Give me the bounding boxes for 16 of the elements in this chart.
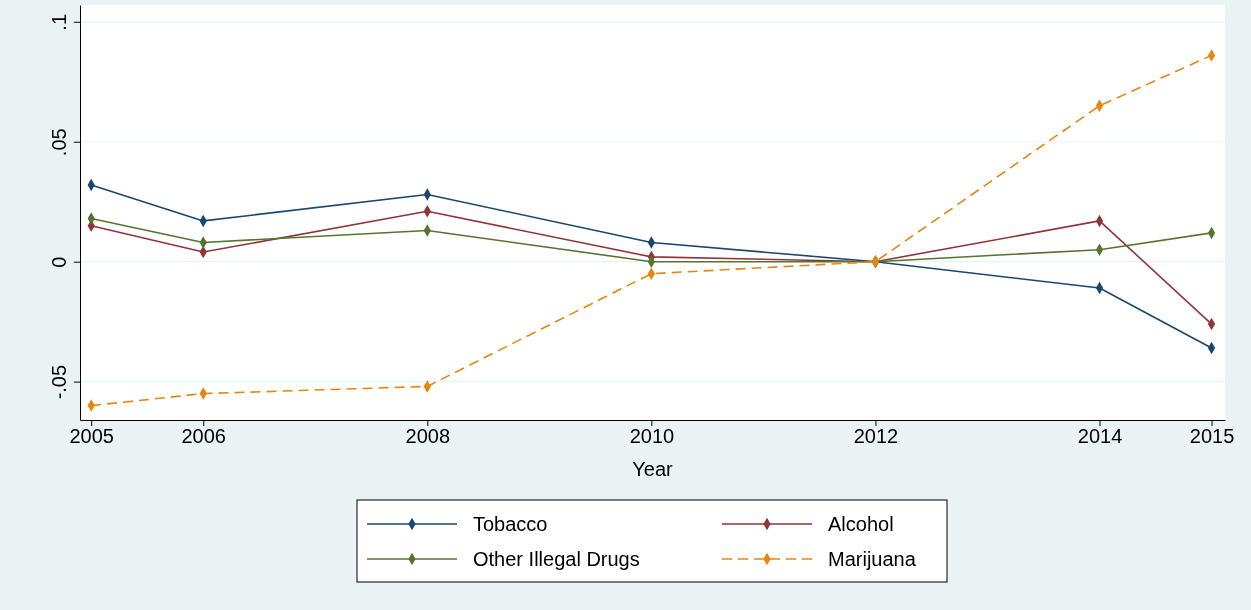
x-tick-label: 2008 xyxy=(405,425,451,448)
y-tick-label: .1 xyxy=(48,13,70,31)
y-tick-label: .05 xyxy=(48,128,70,157)
x-tick-label: 2015 xyxy=(1189,425,1235,448)
y-tick-label: -.05 xyxy=(48,364,70,400)
legend-label: Marijuana xyxy=(828,548,917,570)
x-tick-label: 2010 xyxy=(629,425,675,448)
legend-label: Other Illegal Drugs xyxy=(473,548,640,570)
x-tick-label: 2012 xyxy=(853,425,899,448)
x-axis-title: Year xyxy=(632,458,674,480)
x-tick-label: 2014 xyxy=(1077,425,1123,448)
x-tick-label: 2005 xyxy=(69,425,114,448)
x-tick-label: 2006 xyxy=(181,425,226,448)
legend-label: Alcohol xyxy=(828,513,894,535)
legend-label: Tobacco xyxy=(473,513,548,535)
y-tick-label: 0 xyxy=(48,256,70,268)
